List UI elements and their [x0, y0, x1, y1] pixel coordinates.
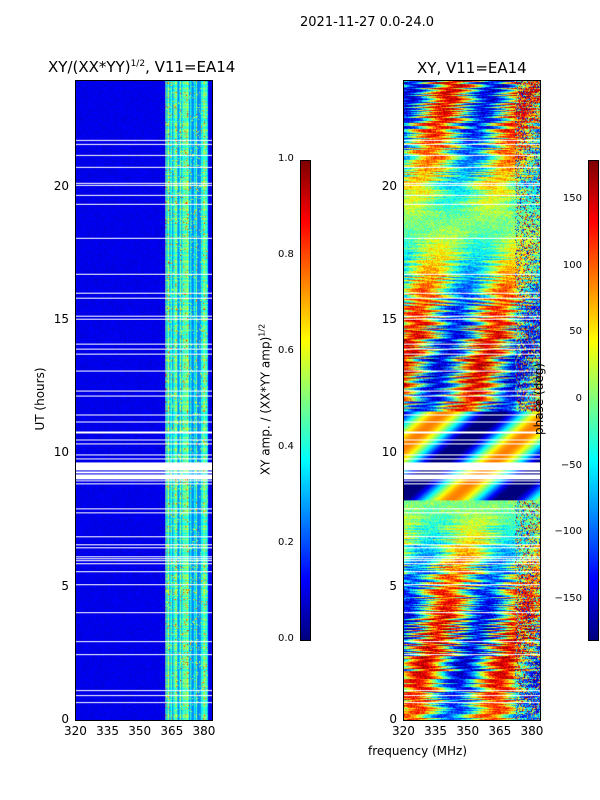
- y-tick-label: 5: [61, 578, 69, 593]
- x-tick-label: 320: [64, 724, 87, 738]
- x-tick-label: 350: [456, 724, 480, 738]
- x-tick-label: 380: [192, 724, 216, 738]
- amplitude-colorbar-label: XY amp. / (XX*YY amp)1/2: [257, 323, 273, 476]
- phase-colorbar-label: phase (deg): [532, 363, 546, 436]
- y-tick-label: 15: [53, 312, 69, 326]
- phase-colorbar-tick: 100: [562, 259, 582, 271]
- x-tick-label: 335: [424, 724, 448, 738]
- x-tick-label: 365: [488, 724, 512, 738]
- phase-colorbar-tick: −150: [554, 593, 582, 604]
- x-tick-label: 335: [96, 724, 120, 738]
- amplitude-colorbar-tick: 1.0: [278, 153, 294, 164]
- x-tick-label: 365: [160, 724, 184, 738]
- phase-colorbar-tick: −50: [560, 459, 582, 471]
- amplitude-colorbar-tick: 0.0: [278, 633, 294, 644]
- right-plot-title: XY, V11=EA14: [417, 59, 527, 77]
- amplitude-colorbar-tick: 0.6: [278, 345, 294, 356]
- amplitude-heatmap: [75, 80, 213, 721]
- x-tick-label: 350: [128, 724, 152, 738]
- x-axis-label: frequency (MHz): [368, 744, 468, 758]
- y-tick-label: 10: [53, 445, 69, 460]
- amplitude-colorbar-tick: 0.8: [278, 249, 294, 260]
- y-axis-label: UT (hours): [33, 367, 47, 431]
- y-tick-label: 20: [381, 178, 397, 193]
- x-tick-label: 380: [520, 724, 544, 738]
- y-tick-label: 10: [381, 445, 397, 460]
- y-tick-label: 15: [381, 312, 397, 326]
- amplitude-colorbar-tick: 0.4: [278, 441, 294, 452]
- suptitle: 2021-11-27 0.0-24.0: [300, 15, 434, 30]
- phase-heatmap: [403, 80, 541, 721]
- left-plot-title: XY/(XX*YY)1/2, V11=EA14: [48, 58, 236, 76]
- phase-colorbar-tick: 0: [575, 393, 582, 404]
- y-tick-label: 0: [61, 712, 69, 726]
- y-tick-label: 0: [389, 712, 397, 726]
- amplitude-colorbar-tick: 0.2: [278, 537, 294, 548]
- phase-colorbar-tick: 150: [562, 193, 582, 204]
- phase-colorbar: [588, 160, 599, 641]
- phase-colorbar-tick: 50: [569, 326, 582, 338]
- amplitude-colorbar: [300, 160, 311, 641]
- y-tick-label: 5: [389, 578, 397, 593]
- phase-colorbar-tick: −100: [554, 526, 582, 538]
- x-tick-label: 320: [392, 724, 415, 738]
- y-tick-label: 20: [53, 178, 69, 193]
